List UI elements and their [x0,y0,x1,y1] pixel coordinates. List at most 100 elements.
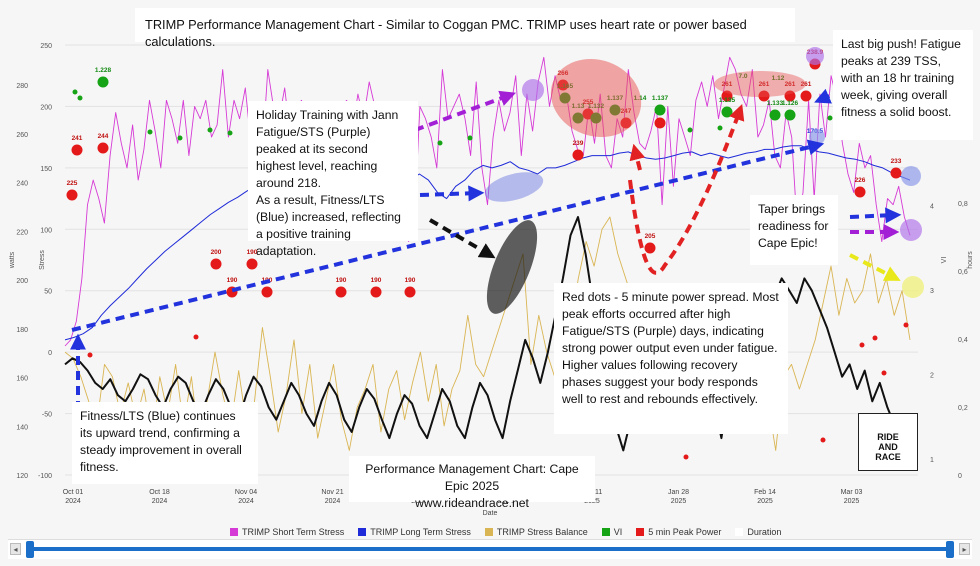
vi-dot [97,76,109,88]
taper-annotation: Taper brings readiness for Cape Epic! [750,195,838,265]
sts-max-circle [806,47,824,65]
x-tick-label: Oct 18 [149,489,170,496]
legend-swatch [601,528,610,536]
watts-axis-label: watts [9,251,16,269]
holiday-black-arrow [428,218,496,259]
vi-tick-label: 4 [930,204,934,211]
vi-label: 1.135 [719,97,736,104]
ride-and-race-logo: RIDE AND RACE [858,413,918,471]
vi-label: 1.137 [652,95,669,102]
legend-label: TRIMP Short Term Stress [242,527,345,537]
x-tick-label: Nov 21 [321,489,343,496]
scroll-handle-right[interactable] [946,541,954,558]
x-tick-year: 2024 [65,498,81,505]
peak-power-dot [210,258,222,270]
scroll-left-arrow-icon[interactable]: ◂ [10,543,21,555]
holiday-sts-arrow [414,90,517,132]
watts-tick-label: 120 [16,473,28,480]
holiday-annotation: Holiday Training with Jann Fatigue/STS (… [248,101,418,258]
lts-rise-ellipse [484,172,544,202]
watts-tick-label: 140 [16,424,28,431]
red-dots-annotation: Red dots - 5 minute power spread. Most p… [554,283,788,434]
peak-power-dot [335,286,347,298]
x-tick-year: 2025 [844,498,860,505]
taper-blue-arrow [849,207,902,224]
peak-power-dot [784,90,796,102]
legend-label: 5 min Peak Power [648,527,722,537]
fatigue-cluster-ellipse [550,58,642,138]
vi-small-dot [467,135,473,141]
peak-small-dot [881,370,887,376]
legend-label: Duration [747,527,782,537]
scroll-handle-left[interactable] [26,541,34,558]
hours-tick-label: 0,2 [958,405,968,412]
vi-small-dot [717,125,723,131]
peak-power-label: 241 [72,135,83,142]
stress-axis-label: Stress [39,250,46,270]
legend-swatch [735,528,744,536]
hours-tick-label: 0,8 [958,201,968,208]
stress-tick-label: 100 [40,227,52,234]
x-tick-label: Oct 01 [63,489,84,496]
stress-tick-label: 150 [40,166,52,173]
x-tick-label: Jan 28 [668,489,689,496]
scroll-range-track[interactable] [30,547,950,551]
last-push-annotation: Last big push! Fatigue peaks at 239 TSS,… [833,30,973,140]
x-tick-year: 2024 [238,498,254,505]
peak-power-label: 200 [211,249,222,256]
vi-dot [721,106,733,118]
peak-power-dot [800,90,812,102]
vi-tick-label: 3 [930,288,934,295]
watts-tick-label: 260 [16,132,28,139]
logo-line: AND [878,442,898,452]
x-tick-year: 2025 [757,498,773,505]
vi-label: 1.126 [782,100,799,107]
vi-dot [784,109,796,121]
legend-item-balance[interactable]: TRIMP Stress Balance [484,527,588,537]
legend-item-duration[interactable]: Duration [735,527,781,537]
watts-tick-label: 220 [16,229,28,236]
taper-yellow-arrow [849,253,901,281]
scroll-right-arrow-icon[interactable]: ▸ [959,543,970,555]
hours-axis-label: hours [967,251,974,269]
lts-end-circle [901,166,921,186]
lts-peak-circle [809,129,825,145]
legend-item-lts[interactable]: TRIMP Long Term Stress [358,527,471,537]
legend-item-vi[interactable]: VI [601,527,622,537]
peak-small-dot [193,334,199,340]
vi-tick-label: 1 [930,457,934,464]
chart-range-scrollbar[interactable]: ◂ ▸ [8,539,972,559]
peak-power-label: 261 [759,81,770,88]
peak-power-label: 239 [573,140,584,147]
x-tick-year: 2025 [671,498,687,505]
legend-item-sts[interactable]: TRIMP Short Term Stress [230,527,344,537]
peak-power-label: 233 [891,158,902,165]
balance-end-circle [902,276,924,298]
fitness-trend-arrow [71,139,825,332]
peak-power-label: 190 [336,277,347,284]
stress-tick-label: 200 [40,104,52,111]
peak-power-dot [71,144,83,156]
peak-power-dot [890,167,902,179]
black-line-ellipse [486,220,538,314]
watts-tick-label: 160 [16,376,28,383]
chart-title-box: TRIMP Performance Management Chart - Sim… [135,8,795,49]
cape-epic-caption: Performance Management Chart: Cape Epic … [349,456,595,510]
lts-line [64,140,911,341]
sts-line [64,56,911,347]
peak-power-dot [572,149,584,161]
legend-item-peak[interactable]: 5 min Peak Power [636,527,721,537]
vi-label-extra: 1.12 [772,75,785,82]
red-up-arrow [629,143,646,171]
hours-tick-label: 0,4 [958,337,968,344]
highlight-ellipses [484,47,924,314]
watts-tick-label: 180 [16,327,28,334]
peak-power-label: 244 [98,133,109,140]
vi-small-dot [177,135,183,141]
legend-label: TRIMP Long Term Stress [370,527,471,537]
peak-power-label: 225 [67,180,78,187]
peak-power-label: 190 [227,277,238,284]
sts-peak-circle [522,79,544,101]
vi-small-dot [147,129,153,135]
stress-tick-label: 50 [44,289,52,296]
